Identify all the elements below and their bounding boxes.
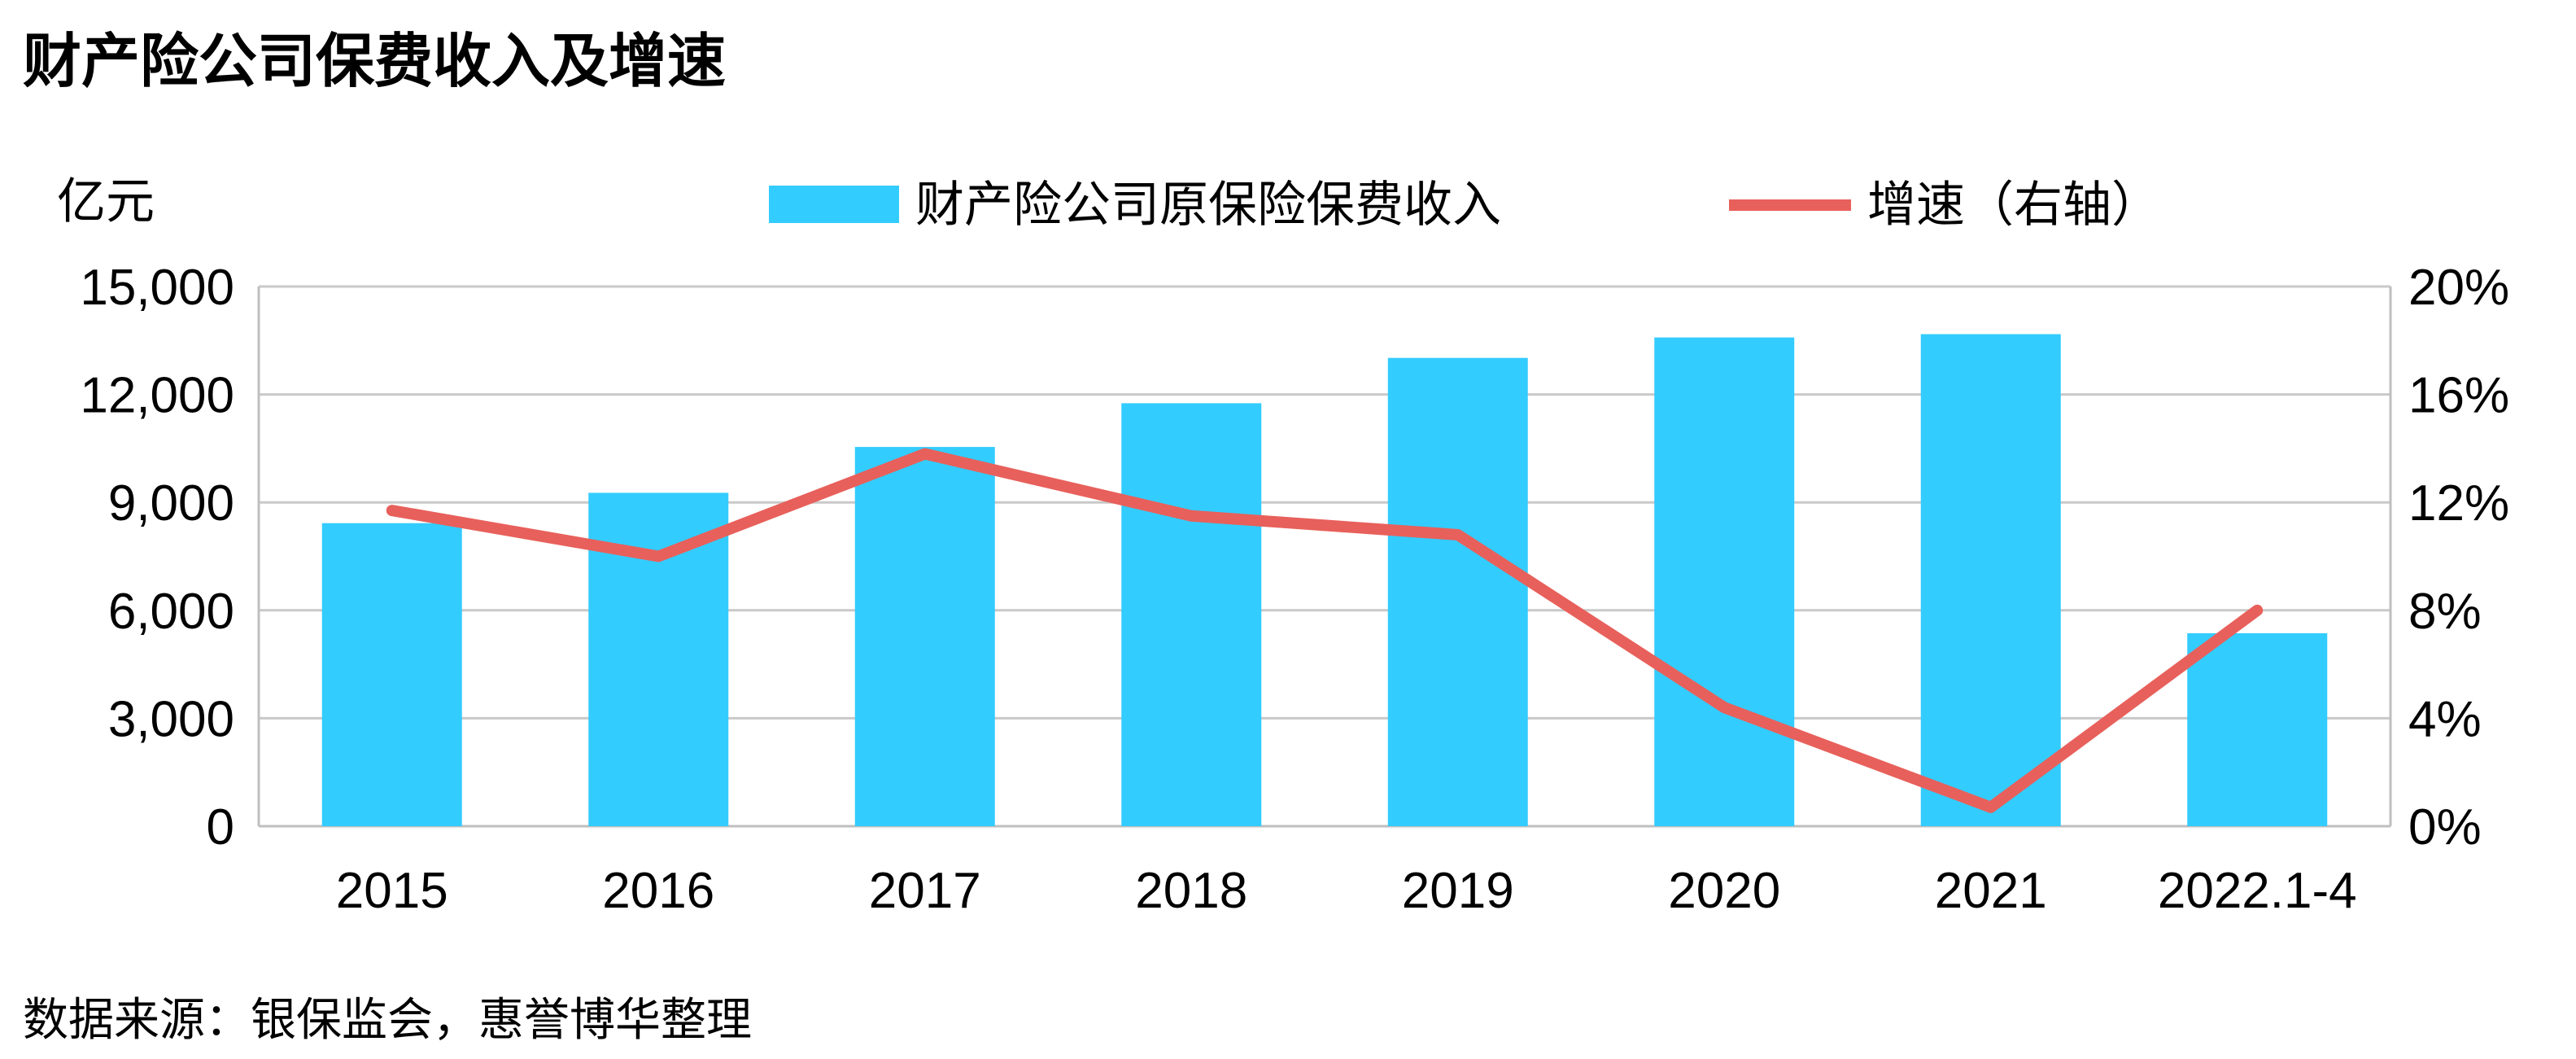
bar bbox=[1920, 334, 2061, 826]
x-tick-label: 2016 bbox=[602, 863, 714, 919]
line-point bbox=[1456, 533, 1459, 536]
x-tick-label: 2018 bbox=[1135, 863, 1247, 919]
x-axis-ticks: 2015 2016 2017 2018 2019 2020 2021 2022.1-4 bbox=[336, 863, 2357, 919]
line-point bbox=[391, 510, 393, 512]
right-tick-label: 12% bbox=[2408, 475, 2509, 532]
line-point bbox=[1723, 707, 1726, 709]
source-note: 数据来源：银保监会，惠誉博华整理 bbox=[23, 994, 752, 1047]
bar bbox=[1654, 337, 1795, 827]
right-tick-label: 4% bbox=[2408, 691, 2482, 747]
right-tick-label: 0% bbox=[2408, 799, 2482, 856]
x-tick-label: 2015 bbox=[336, 863, 448, 919]
left-axis-ticks: 0 3,000 6,000 9,000 12,000 15,000 bbox=[80, 260, 234, 856]
bar bbox=[1121, 403, 1262, 827]
x-tick-label: 2019 bbox=[1402, 863, 1514, 919]
x-tick-label: 2021 bbox=[1935, 863, 2047, 919]
right-tick-label: 16% bbox=[2408, 368, 2509, 424]
left-axis-unit: 亿元 bbox=[57, 173, 155, 230]
legend-line-label: 增速（右轴） bbox=[1867, 177, 2160, 234]
line-point bbox=[1190, 514, 1193, 517]
chart-title: 财产险公司保费收入及增速 bbox=[23, 27, 726, 95]
line-series bbox=[386, 448, 2264, 813]
left-tick-label: 3,000 bbox=[108, 691, 234, 747]
legend: 财产险公司原保险保费收入 增速（右轴） bbox=[769, 177, 2160, 234]
left-tick-label: 15,000 bbox=[80, 260, 234, 316]
left-tick-label: 12,000 bbox=[80, 368, 234, 424]
legend-bar-swatch bbox=[769, 186, 899, 223]
bar bbox=[2187, 632, 2328, 826]
x-tick-label: 2020 bbox=[1668, 863, 1780, 919]
legend-bar-label: 财产险公司原保险保费收入 bbox=[915, 177, 1501, 234]
line-point bbox=[923, 453, 926, 455]
left-tick-label: 0 bbox=[207, 799, 234, 856]
growth-line bbox=[386, 448, 2264, 813]
x-tick-label: 2017 bbox=[869, 863, 981, 919]
line-point bbox=[1989, 806, 1992, 808]
line-point bbox=[2256, 609, 2259, 611]
left-tick-label: 6,000 bbox=[108, 584, 234, 640]
right-tick-label: 8% bbox=[2408, 584, 2482, 640]
right-tick-label: 20% bbox=[2408, 260, 2509, 316]
bar bbox=[854, 447, 995, 826]
bar-series bbox=[321, 334, 2328, 827]
bar bbox=[321, 523, 462, 826]
line-point bbox=[657, 555, 660, 558]
right-axis-ticks: 0% 4% 8% 12% 16% 20% bbox=[2408, 260, 2509, 856]
x-tick-label: 2022.1-4 bbox=[2158, 863, 2357, 919]
left-tick-label: 9,000 bbox=[108, 475, 234, 532]
bar bbox=[1387, 357, 1528, 826]
